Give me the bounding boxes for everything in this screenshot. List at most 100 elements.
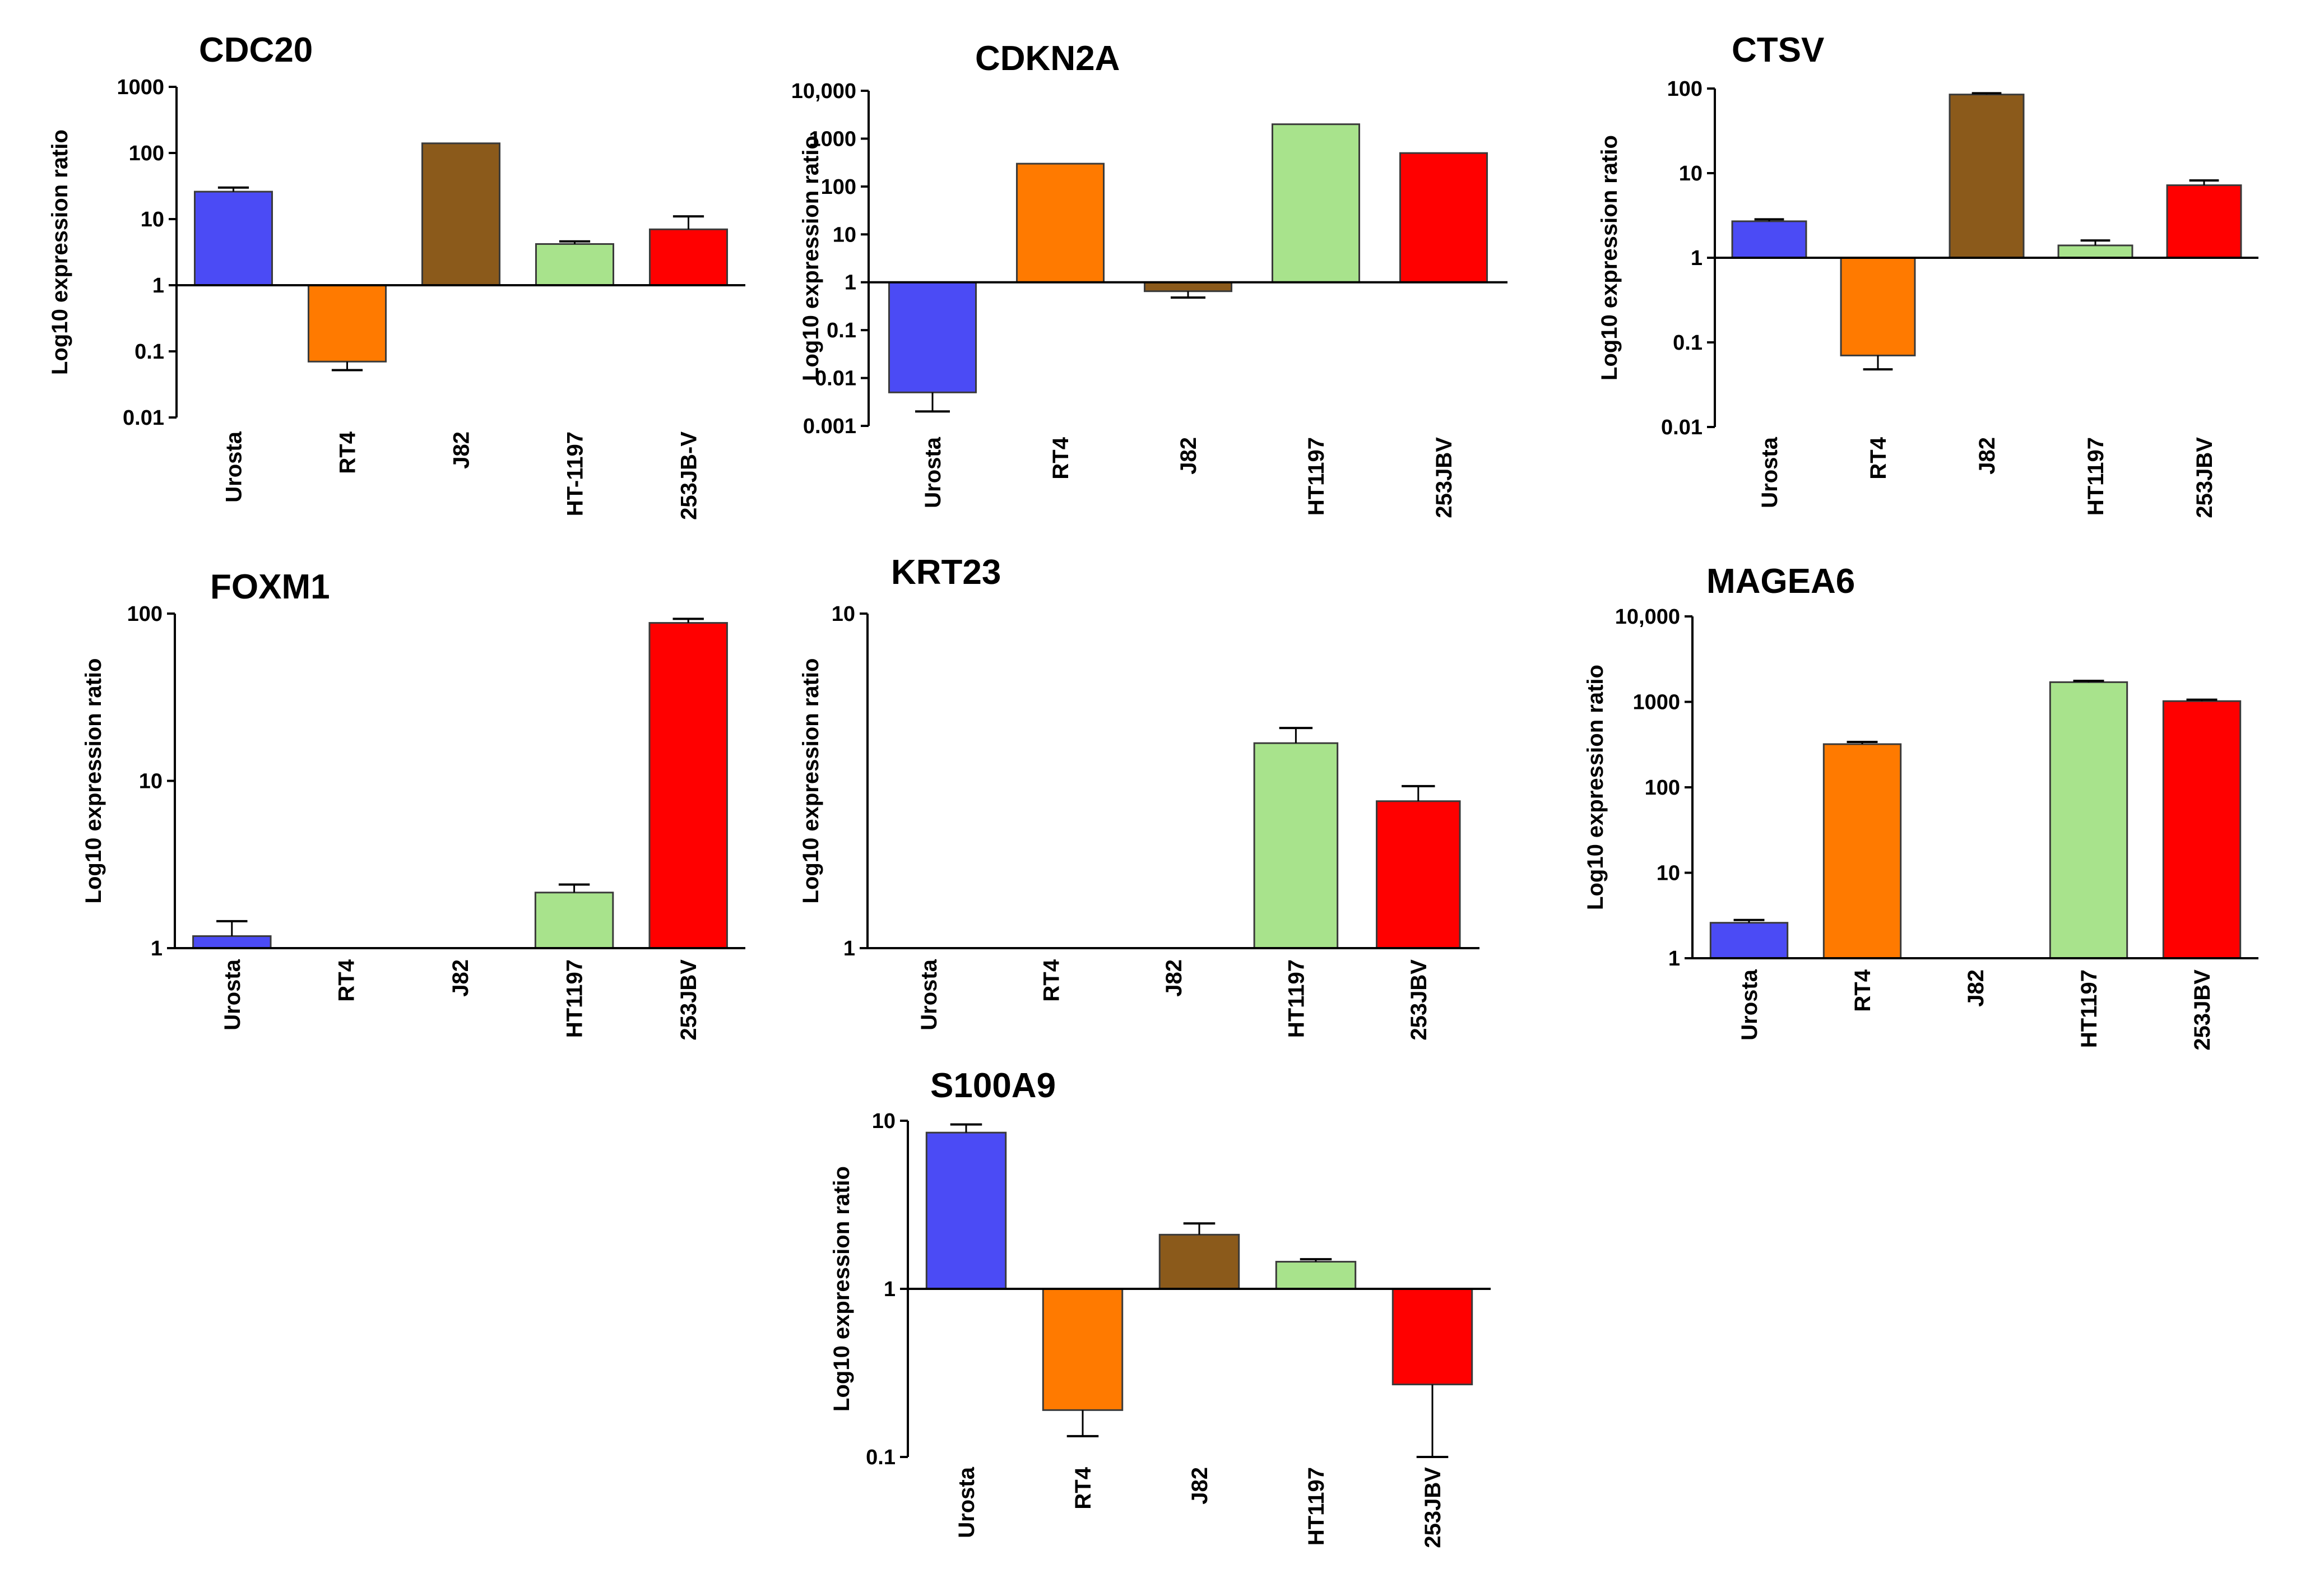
- x-category-label: RT4: [1850, 969, 1875, 1011]
- bar-ht1197: [534, 892, 614, 949]
- x-category-label: 253JBV: [2190, 969, 2215, 1051]
- chart-panel-ctsv: CTSV Log10 expression ratio 0.01 0.1 1 10 100 U…: [1597, 31, 2258, 518]
- bar-ht1197: [2057, 244, 2133, 259]
- x-category-label: RT4: [334, 959, 359, 1001]
- y-tick-label: 0.001: [803, 415, 856, 438]
- chart-title-foxm1: FOXM1: [210, 568, 330, 606]
- y-tick-label: 0.01: [123, 406, 164, 430]
- y-tick-label: 0.1: [134, 340, 164, 364]
- x-category-label: HT1197: [1304, 437, 1329, 516]
- x-category-label: RT4: [1040, 959, 1064, 1001]
- bar-ht-1197: [535, 243, 615, 286]
- bar-253jb-v: [648, 228, 729, 286]
- y-tick-label: 10: [141, 208, 164, 231]
- bar-j82: [1158, 1233, 1240, 1290]
- bar-j82: [421, 142, 501, 286]
- bar-rt4: [1840, 257, 1916, 356]
- chart-panel-cdc20: CDC20 Log10 expression ratio 0.01 0.1 1 10 100…: [48, 31, 745, 520]
- bar-253jbv: [2166, 184, 2242, 259]
- chart-title-s100a9: S100A9: [930, 1066, 1056, 1105]
- y-tick-label: 100: [129, 142, 164, 165]
- x-category-label: HT1197: [2077, 969, 2102, 1048]
- y-tick-label: 10,000: [791, 80, 856, 103]
- bar-ht1197: [1271, 123, 1361, 284]
- bar-ht1197: [2049, 681, 2128, 959]
- bar-urosta: [193, 191, 273, 286]
- y-tick-label: 1: [1691, 247, 1703, 270]
- x-category-label: RT4: [1866, 437, 1891, 479]
- x-category-label: Urosta: [220, 959, 245, 1030]
- y-tick-label: 1: [845, 271, 856, 295]
- y-tick-label: 1000: [809, 127, 856, 151]
- bar-253jbv: [1391, 1288, 1473, 1386]
- chart-title-ctsv: CTSV: [1732, 31, 1824, 69]
- x-category-label: J82: [1162, 959, 1186, 997]
- x-category-label: J82: [1187, 1467, 1212, 1505]
- x-category-label: J82: [449, 431, 474, 469]
- x-category-label: HT-1197: [563, 431, 588, 516]
- bar-253jbv: [1399, 152, 1488, 284]
- x-category-label: HT1197: [563, 959, 587, 1038]
- y-tick-label: 1: [843, 937, 855, 960]
- bar-urosta: [1709, 922, 1789, 959]
- y-axis-label-s100a9: Log10 expression ratio: [829, 1166, 854, 1412]
- x-category-label: 253JBV: [1421, 1467, 1445, 1548]
- chart-panel-magea6: MAGEA6 Log10 expression ratio 1 10 100 1000 10…: [1583, 562, 2258, 1051]
- chart-panel-cdkn2a: CDKN2A Log10 expression ratio 0.001 0.01 0.1…: [791, 39, 1507, 518]
- y-tick-label: 100: [821, 175, 856, 199]
- y-tick-label: 1: [884, 1278, 896, 1301]
- chart-panel-krt23: KRT23 Log10 expression ratio 1 10 Urosta RT4 J…: [799, 553, 1479, 1041]
- x-category-label: Urosta: [954, 1466, 979, 1538]
- y-tick-label: 10: [139, 770, 163, 793]
- y-tick-label: 10,000: [1615, 605, 1680, 629]
- y-tick-label: 100: [1667, 77, 1703, 101]
- y-tick-label: 100: [127, 602, 163, 626]
- bar-urosta: [192, 935, 272, 949]
- bar-253jbv: [2162, 700, 2242, 959]
- bar-j82: [1143, 281, 1233, 293]
- x-category-label: J82: [448, 959, 473, 997]
- y-tick-label: 1: [151, 937, 163, 960]
- chart-title-magea6: MAGEA6: [1706, 562, 1855, 601]
- bar-urosta: [888, 281, 977, 393]
- y-tick-label: 1: [152, 274, 164, 298]
- y-tick-label: 10: [833, 223, 856, 247]
- x-category-label: Urosta: [917, 959, 941, 1030]
- x-category-label: Urosta: [921, 437, 945, 508]
- x-category-label: RT4: [336, 431, 360, 474]
- x-category-label: HT1197: [1284, 959, 1309, 1038]
- x-category-label: 253JBV: [676, 959, 701, 1041]
- bar-urosta: [925, 1131, 1007, 1290]
- chart-panel-foxm1: FOXM1 Log10 expression ratio 1 10 100 Urosta R…: [81, 568, 745, 1041]
- y-axis-label-ctsv: Log10 expression ratio: [1597, 135, 1622, 380]
- x-category-label: Urosta: [222, 431, 247, 502]
- y-tick-label: 10: [832, 602, 855, 626]
- bar-rt4: [1822, 743, 1902, 959]
- y-tick-label: 0.01: [815, 367, 856, 391]
- chart-title-cdkn2a: CDKN2A: [975, 39, 1120, 78]
- y-axis-label-cdc20: Log10 expression ratio: [48, 129, 72, 375]
- x-category-label: 253JBV: [1407, 959, 1431, 1041]
- x-category-label: Urosta: [1737, 969, 1762, 1040]
- x-category-label: 253JB-V: [677, 431, 702, 520]
- y-tick-label: 1: [1668, 947, 1680, 971]
- x-category-label: HT1197: [2084, 437, 2108, 516]
- y-axis-label-magea6: Log10 expression ratio: [1583, 665, 1608, 910]
- y-tick-label: 0.01: [1661, 416, 1703, 439]
- bar-rt4: [307, 284, 387, 363]
- chart-title-cdc20: CDC20: [199, 31, 313, 69]
- y-tick-label: 10: [1657, 862, 1680, 885]
- bar-j82: [1949, 94, 2025, 259]
- x-category-label: J82: [1964, 969, 1988, 1007]
- bar-253jbv: [648, 622, 728, 949]
- bar-ht1197: [1253, 742, 1339, 949]
- x-category-label: Urosta: [1757, 437, 1782, 508]
- y-tick-label: 1000: [1632, 691, 1680, 714]
- x-category-label: J82: [1176, 437, 1201, 475]
- y-tick-label: 100: [1645, 776, 1680, 800]
- y-axis-label-krt23: Log10 expression ratio: [799, 658, 823, 904]
- chart-title-krt23: KRT23: [891, 553, 1001, 592]
- y-tick-label: 0.1: [827, 319, 856, 342]
- bar-253jbv: [1376, 800, 1461, 949]
